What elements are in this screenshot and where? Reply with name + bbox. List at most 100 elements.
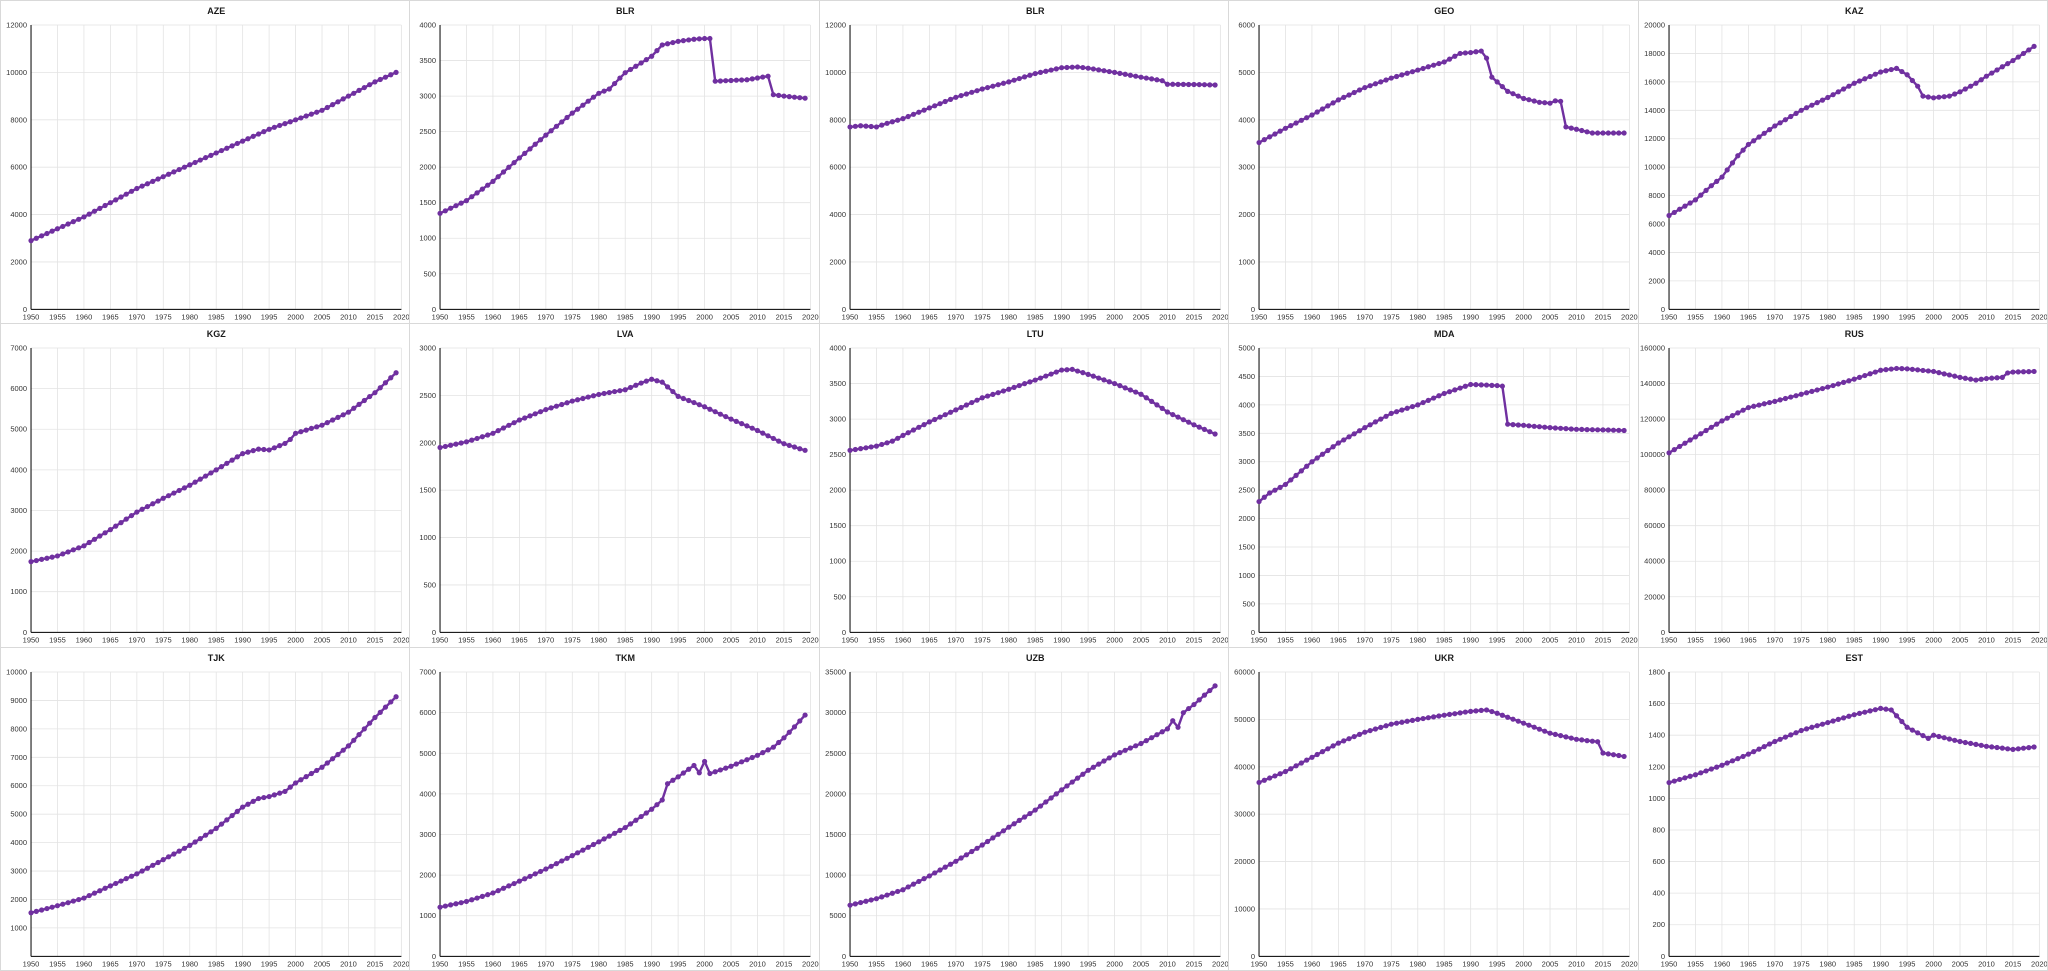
data-point xyxy=(1452,710,1458,716)
x-tick-label: 1965 xyxy=(921,312,938,321)
data-point xyxy=(1478,48,1485,54)
data-point xyxy=(229,457,235,464)
data-point xyxy=(469,437,475,444)
data-point xyxy=(968,89,975,95)
data-point xyxy=(1666,450,1672,456)
data-point xyxy=(1616,130,1622,136)
data-point xyxy=(102,202,108,209)
data-point xyxy=(70,219,76,225)
data-point xyxy=(1579,427,1585,433)
data-point xyxy=(958,92,964,99)
data-point xyxy=(1589,738,1596,744)
data-point xyxy=(968,848,975,854)
y-tick-label: 60000 xyxy=(1234,667,1255,676)
y-tick-label: 100000 xyxy=(1640,450,1665,459)
data-point xyxy=(1043,68,1049,74)
data-point xyxy=(1080,370,1086,376)
data-point xyxy=(675,394,682,400)
x-tick-label: 1975 xyxy=(974,959,991,968)
data-point xyxy=(208,470,214,476)
x-tick-label: 1995 xyxy=(1898,312,1915,321)
data-point xyxy=(144,181,151,187)
data-point xyxy=(1027,72,1033,78)
data-point xyxy=(1201,82,1207,88)
data-point xyxy=(750,754,756,760)
y-tick-label: 5000 xyxy=(10,425,27,434)
x-tick-label: 1985 xyxy=(1845,312,1862,321)
data-point xyxy=(884,120,890,126)
data-point xyxy=(1410,717,1416,723)
data-point xyxy=(1600,427,1606,433)
x-tick-label: 2005 xyxy=(1951,636,1968,645)
y-tick-label: 10000 xyxy=(1234,904,1255,913)
data-point xyxy=(1999,64,2005,70)
data-point xyxy=(601,391,608,397)
data-point xyxy=(1383,77,1389,83)
data-point xyxy=(1999,745,2005,751)
data-point xyxy=(1325,745,1331,752)
data-point xyxy=(1048,795,1054,801)
data-point xyxy=(1814,100,1820,106)
data-point xyxy=(517,417,523,423)
data-point xyxy=(889,890,895,896)
x-tick-label: 2005 xyxy=(1542,959,1559,968)
data-point xyxy=(65,899,71,905)
data-point xyxy=(1888,366,1894,372)
x-tick-label: 2020 xyxy=(2031,312,2047,321)
data-point xyxy=(1909,77,1915,84)
data-point xyxy=(1978,77,1984,83)
series-line xyxy=(1258,49,1625,144)
data-point xyxy=(1378,724,1384,730)
y-tick-label: 1500 xyxy=(420,198,437,207)
data-point xyxy=(670,39,676,46)
data-point xyxy=(102,885,108,891)
x-tick-label: 2005 xyxy=(1132,636,1149,645)
data-point xyxy=(1180,81,1186,87)
data-point xyxy=(1351,733,1358,739)
data-point xyxy=(942,864,948,870)
data-point xyxy=(734,761,740,767)
chart-panel: TJK 1000 2000 3000 4000 5000 6000 7000 8000 9000 1… xyxy=(1,647,410,970)
data-point xyxy=(298,115,304,121)
x-tick-label: 1970 xyxy=(1357,959,1374,968)
data-point xyxy=(958,405,964,411)
x-tick-label: 2020 xyxy=(393,959,409,968)
data-point xyxy=(1404,718,1410,724)
data-point xyxy=(1058,65,1065,71)
data-point xyxy=(543,866,549,872)
data-point xyxy=(181,845,188,851)
data-point xyxy=(979,395,985,401)
x-tick-label: 1955 xyxy=(1687,959,1704,968)
data-point xyxy=(1803,390,1809,396)
x-tick-label: 2010 xyxy=(750,312,767,321)
x-tick-label: 1960 xyxy=(1304,959,1321,968)
data-point xyxy=(570,110,576,116)
data-point xyxy=(1267,775,1273,781)
y-tick-label: 1600 xyxy=(1648,699,1665,708)
data-point xyxy=(382,704,389,710)
data-point xyxy=(1808,724,1815,730)
x-tick-label: 1985 xyxy=(1027,312,1044,321)
y-tick-label: 20000 xyxy=(1234,857,1255,866)
data-point xyxy=(596,90,602,96)
data-point xyxy=(575,849,581,856)
data-point xyxy=(1745,405,1751,411)
x-tick-label: 2015 xyxy=(776,636,793,645)
data-point xyxy=(1515,718,1522,724)
data-point xyxy=(591,393,597,399)
y-tick-label: 14000 xyxy=(1644,106,1665,115)
data-point xyxy=(2020,50,2026,57)
data-point xyxy=(118,878,124,884)
data-point xyxy=(2009,746,2016,752)
x-tick-label: 1970 xyxy=(1766,959,1783,968)
data-point xyxy=(377,385,383,391)
data-point xyxy=(197,157,203,163)
y-tick-label: 2000 xyxy=(420,870,437,879)
data-point xyxy=(1473,49,1479,55)
data-point xyxy=(665,384,671,390)
data-point xyxy=(1666,212,1672,219)
data-point xyxy=(1798,391,1804,398)
data-point xyxy=(1452,53,1458,59)
data-point xyxy=(1383,414,1389,420)
data-point xyxy=(660,797,666,803)
